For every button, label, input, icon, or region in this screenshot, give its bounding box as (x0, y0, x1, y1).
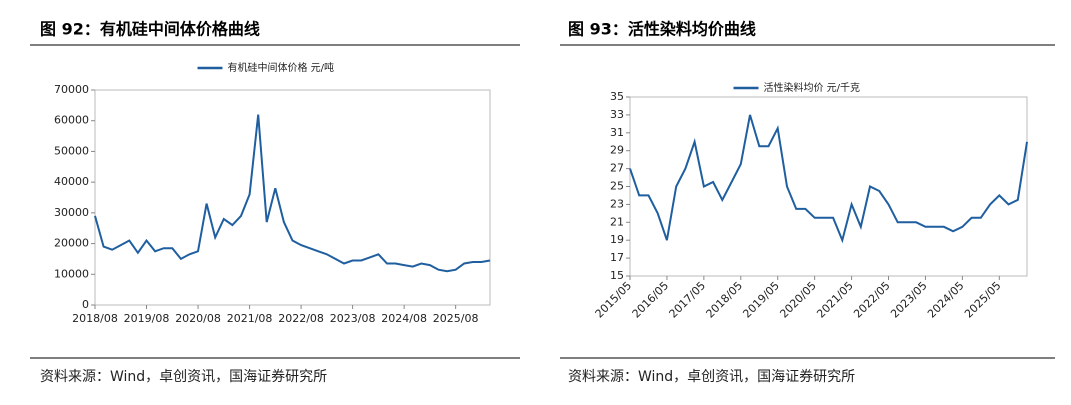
x-tick-label: 2015/05 (593, 279, 635, 321)
x-tick-label: 2017/05 (667, 279, 709, 321)
x-tick-label: 2020/05 (777, 279, 819, 321)
x-tick-label: 2025/05 (962, 279, 1004, 321)
y-tick-label: 15 (610, 269, 624, 282)
y-tick-label: 21 (610, 215, 624, 228)
y-tick-label: 29 (610, 144, 624, 157)
figure-source: 资料来源：Wind，卓创资讯，国海证券研究所 (40, 369, 327, 385)
y-tick-label: 10000 (54, 267, 89, 280)
x-tick-label: 2016/05 (630, 279, 672, 321)
y-tick-label: 70000 (54, 83, 89, 96)
x-tick-label: 2018/08 (72, 312, 118, 325)
y-tick-label: 50000 (54, 144, 89, 157)
x-tick-label: 2020/08 (175, 312, 221, 325)
x-tick-label: 2025/08 (433, 312, 479, 325)
y-tick-label: 31 (610, 126, 624, 139)
y-tick-label: 17 (610, 251, 624, 264)
x-tick-label: 2019/05 (740, 279, 782, 321)
x-tick-label: 2022/08 (278, 312, 324, 325)
plot-frame (94, 89, 491, 306)
y-tick-label: 30000 (54, 206, 89, 219)
y-tick-label: 20000 (54, 237, 89, 250)
legend-label: 活性染料均价 元/千克 (764, 81, 861, 94)
plot-frame (629, 96, 1028, 277)
y-tick-label: 33 (610, 108, 624, 121)
legend-label: 有机硅中间体价格 元/吨 (228, 61, 335, 74)
series-line (94, 114, 491, 273)
x-tick-label: 2024/08 (381, 312, 427, 325)
x-tick-label: 2019/08 (124, 312, 170, 325)
figure-title: 图 93：活性染料均价曲线 (568, 20, 756, 39)
y-tick-label: 60000 (54, 114, 89, 127)
y-tick-label: 25 (610, 180, 624, 193)
y-tick-label: 40000 (54, 175, 89, 188)
x-tick-label: 2021/05 (814, 279, 856, 321)
x-tick-label: 2018/05 (704, 279, 746, 321)
y-tick-label: 0 (82, 298, 89, 311)
series-line (629, 114, 1028, 244)
x-tick-label: 2023/08 (330, 312, 376, 325)
x-tick-label: 2023/05 (888, 279, 930, 321)
x-tick-label: 2024/05 (925, 279, 967, 321)
x-tick-label: 2021/08 (227, 312, 273, 325)
y-tick-label: 27 (610, 162, 624, 175)
x-tick-label: 2022/05 (851, 279, 893, 321)
y-tick-label: 23 (610, 197, 624, 210)
y-tick-label: 35 (610, 90, 624, 103)
figure-source: 资料来源：Wind，卓创资讯，国海证券研究所 (568, 369, 855, 385)
y-tick-label: 19 (610, 233, 624, 246)
figure-title: 图 92：有机硅中间体价格曲线 (40, 20, 260, 39)
